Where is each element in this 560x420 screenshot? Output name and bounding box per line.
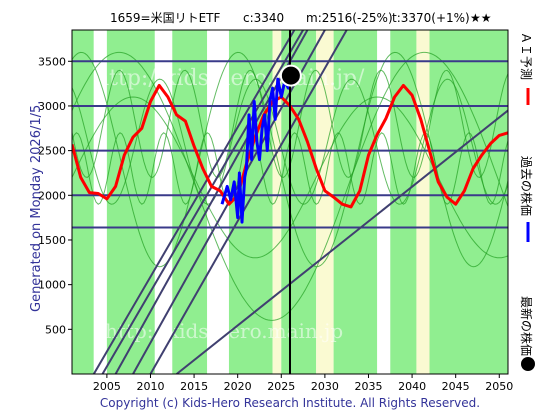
y-tick-label: 3500	[38, 55, 66, 68]
y-tick-label: 3000	[38, 100, 66, 113]
trend-line-3	[149, 30, 348, 374]
cycle-bands	[72, 30, 508, 374]
x-axis-ticks: 2005 2010 2015 2020 2025 2030 2035 2040 2045 2050	[93, 374, 513, 393]
x-tick-label: 2045	[442, 380, 470, 393]
band-pale	[316, 30, 334, 374]
legend-forecast-label: ＡＩ予測	[519, 32, 533, 80]
history-line	[220, 75, 292, 224]
x-tick-label: 2015	[180, 380, 208, 393]
y-tick-label: 1000	[38, 279, 66, 292]
trend-line-1	[114, 30, 309, 374]
y-axis-ticks: 500 1000 1500 2000 2500 3000 3500	[38, 55, 72, 336]
x-tick-label: 2040	[398, 380, 426, 393]
header-stars: ★★	[470, 11, 492, 25]
header-mean: m:2516(-25%)	[306, 11, 393, 25]
band-white	[154, 30, 173, 374]
band-white	[207, 30, 229, 374]
latest-price-marker	[279, 64, 302, 87]
header-code-name: 1659=米国リトETF	[110, 11, 221, 25]
y-tick-label: 500	[45, 323, 66, 336]
x-tick-label: 2010	[136, 380, 164, 393]
header-current: c:3340	[243, 11, 284, 25]
y-tick-label: 2000	[38, 189, 66, 202]
legend-latest-dot	[521, 357, 535, 371]
plot-frame	[71, 29, 509, 375]
trend-line-5	[176, 109, 508, 374]
band-pale	[272, 30, 282, 374]
band-green	[429, 30, 508, 374]
legend-history-label: 過去の株価	[519, 156, 534, 216]
watermark-bottom: http://kids-hero.main.jp	[105, 319, 343, 343]
x-tick-label: 2035	[354, 380, 382, 393]
x-tick-label: 2030	[311, 380, 339, 393]
trend-line-4	[101, 30, 304, 374]
y-tick-label: 2500	[38, 145, 66, 158]
copyright-text: Copyright (c) Kids-Hero Research Institu…	[100, 396, 480, 410]
x-tick-label: 2025	[267, 380, 295, 393]
trend-lines	[92, 30, 508, 374]
watermarks: http://kids-hero.main.jp/ http://kids-he…	[95, 66, 365, 343]
generated-date-label: Generated on Monday 2026/1/5.	[29, 101, 44, 312]
trend-line-0	[92, 30, 296, 374]
x-tick-label: 2050	[485, 380, 513, 393]
band-pale	[416, 30, 430, 374]
legend-latest-label: 最新の株価	[519, 296, 534, 356]
x-tick-label: 2020	[224, 380, 252, 393]
band-green	[72, 30, 94, 374]
header: 1659=米国リトETF c:3340 m:2516(-25%) t:3370(…	[110, 11, 492, 25]
y-tick-label: 1500	[38, 234, 66, 247]
header-target: t:3370(+1%)	[392, 11, 470, 25]
legend: ＡＩ予測 過去の株価 最新の株価	[519, 32, 535, 371]
x-tick-label: 2005	[93, 380, 121, 393]
